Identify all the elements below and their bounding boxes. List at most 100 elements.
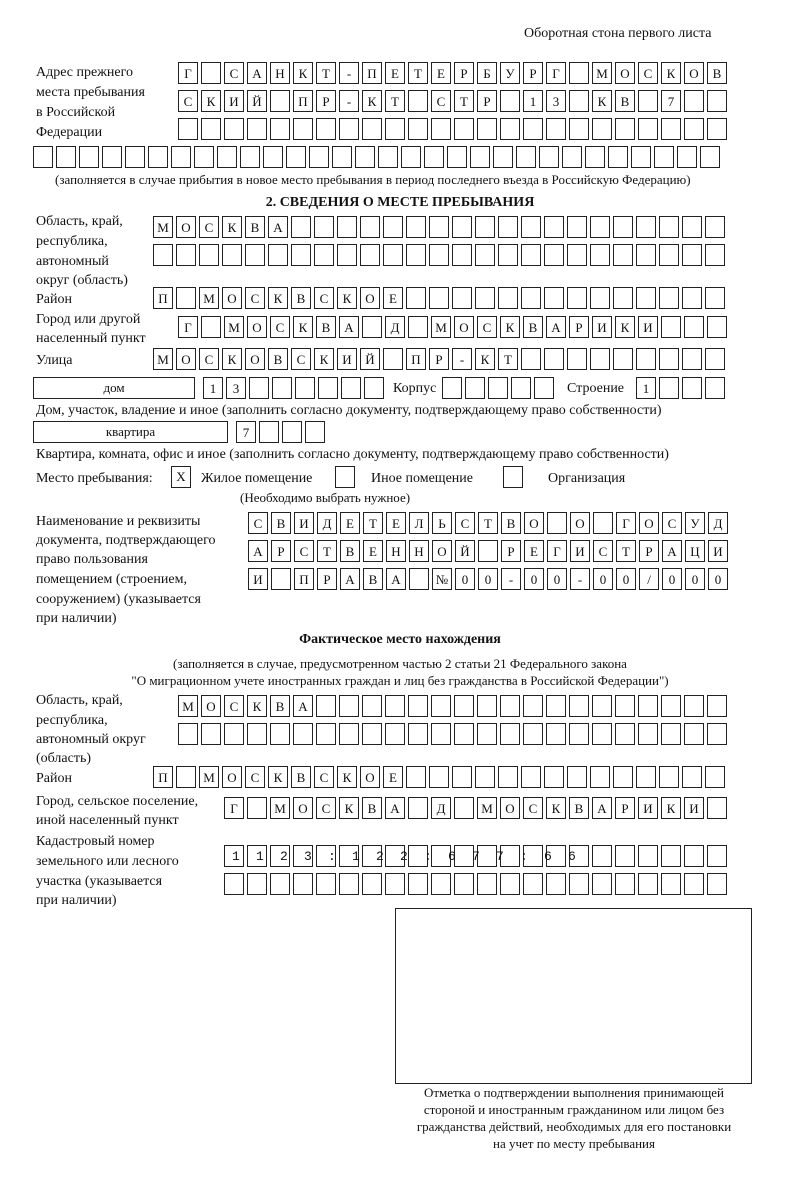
char-cell[interactable]: М [178, 695, 198, 717]
char-cell[interactable] [661, 873, 681, 895]
char-cell[interactable]: К [268, 287, 288, 309]
char-cell[interactable]: О [247, 316, 267, 338]
char-cell[interactable]: Е [524, 540, 544, 562]
char-cell[interactable] [383, 216, 403, 238]
char-cell[interactable]: И [224, 90, 244, 112]
char-cell[interactable] [638, 118, 658, 140]
char-cell[interactable] [636, 287, 656, 309]
char-cell[interactable] [385, 118, 405, 140]
char-cell[interactable]: С [199, 216, 219, 238]
char-cell[interactable] [477, 873, 497, 895]
char-cell[interactable] [247, 873, 267, 895]
char-cell[interactable]: К [362, 90, 382, 112]
char-cell[interactable] [705, 216, 725, 238]
char-cell[interactable] [684, 90, 704, 112]
char-cell[interactable] [268, 244, 288, 266]
char-cell[interactable] [247, 845, 267, 867]
char-cell[interactable] [176, 244, 196, 266]
char-cell[interactable] [521, 216, 541, 238]
char-cell[interactable]: С [178, 90, 198, 112]
char-cell[interactable]: Т [363, 512, 383, 534]
char-cell[interactable]: Г [616, 512, 636, 534]
char-cell[interactable] [661, 316, 681, 338]
char-cell[interactable]: И [294, 512, 314, 534]
char-cell[interactable] [224, 845, 244, 867]
char-cell[interactable]: О [176, 348, 196, 370]
char-cell[interactable]: К [500, 316, 520, 338]
char-cell[interactable]: 3 [226, 377, 246, 399]
char-cell[interactable]: Г [546, 62, 566, 84]
char-cell[interactable] [500, 873, 520, 895]
char-cell[interactable]: Ь [432, 512, 452, 534]
char-cell[interactable]: О [245, 348, 265, 370]
char-cell[interactable] [498, 216, 518, 238]
char-cell[interactable] [500, 118, 520, 140]
char-cell[interactable] [452, 766, 472, 788]
char-cell[interactable] [454, 873, 474, 895]
char-cell[interactable] [592, 873, 612, 895]
char-cell[interactable] [615, 695, 635, 717]
char-cell[interactable] [498, 287, 518, 309]
char-cell[interactable] [378, 146, 398, 168]
char-cell[interactable] [569, 90, 589, 112]
char-cell[interactable] [408, 797, 428, 819]
char-cell[interactable] [337, 244, 357, 266]
char-cell[interactable] [291, 216, 311, 238]
char-cell[interactable] [270, 118, 290, 140]
cadastre-row-2[interactable] [224, 873, 730, 895]
char-cell[interactable]: 1 [203, 377, 223, 399]
char-cell[interactable] [176, 766, 196, 788]
char-cell[interactable] [201, 118, 221, 140]
char-cell[interactable] [385, 845, 405, 867]
char-cell[interactable] [406, 766, 426, 788]
char-cell[interactable] [247, 723, 267, 745]
char-cell[interactable]: С [314, 766, 334, 788]
flat-number-row[interactable]: 7 [236, 421, 328, 443]
char-cell[interactable]: Г [178, 316, 198, 338]
char-cell[interactable]: К [475, 348, 495, 370]
char-cell[interactable] [521, 244, 541, 266]
char-cell[interactable]: А [385, 797, 405, 819]
char-cell[interactable] [332, 146, 352, 168]
char-cell[interactable]: А [662, 540, 682, 562]
char-cell[interactable]: М [270, 797, 290, 819]
char-cell[interactable]: Г [547, 540, 567, 562]
char-cell[interactable]: С [431, 90, 451, 112]
char-cell[interactable]: 0 [524, 568, 544, 590]
char-cell[interactable]: К [337, 287, 357, 309]
char-cell[interactable] [362, 723, 382, 745]
char-cell[interactable]: М [153, 216, 173, 238]
char-cell[interactable]: О [360, 287, 380, 309]
char-cell[interactable] [362, 695, 382, 717]
char-cell[interactable] [636, 244, 656, 266]
char-cell[interactable] [263, 146, 283, 168]
char-cell[interactable] [544, 244, 564, 266]
char-cell[interactable] [661, 695, 681, 717]
char-cell[interactable]: И [570, 540, 590, 562]
char-cell[interactable] [523, 118, 543, 140]
char-cell[interactable] [286, 146, 306, 168]
char-cell[interactable]: О [570, 512, 590, 534]
char-cell[interactable] [544, 216, 564, 238]
char-cell[interactable]: С [662, 512, 682, 534]
char-cell[interactable] [452, 244, 472, 266]
char-cell[interactable] [682, 244, 702, 266]
char-cell[interactable] [452, 287, 472, 309]
char-cell[interactable] [385, 695, 405, 717]
char-cell[interactable] [592, 695, 612, 717]
char-cell[interactable] [56, 146, 76, 168]
char-cell[interactable]: П [293, 90, 313, 112]
char-cell[interactable]: Т [385, 90, 405, 112]
char-cell[interactable]: О [639, 512, 659, 534]
char-cell[interactable] [201, 316, 221, 338]
char-cell[interactable] [408, 316, 428, 338]
char-cell[interactable] [79, 146, 99, 168]
char-cell[interactable] [707, 90, 727, 112]
char-cell[interactable] [590, 287, 610, 309]
char-cell[interactable]: О [222, 287, 242, 309]
char-cell[interactable] [707, 845, 727, 867]
char-cell[interactable] [442, 377, 462, 399]
